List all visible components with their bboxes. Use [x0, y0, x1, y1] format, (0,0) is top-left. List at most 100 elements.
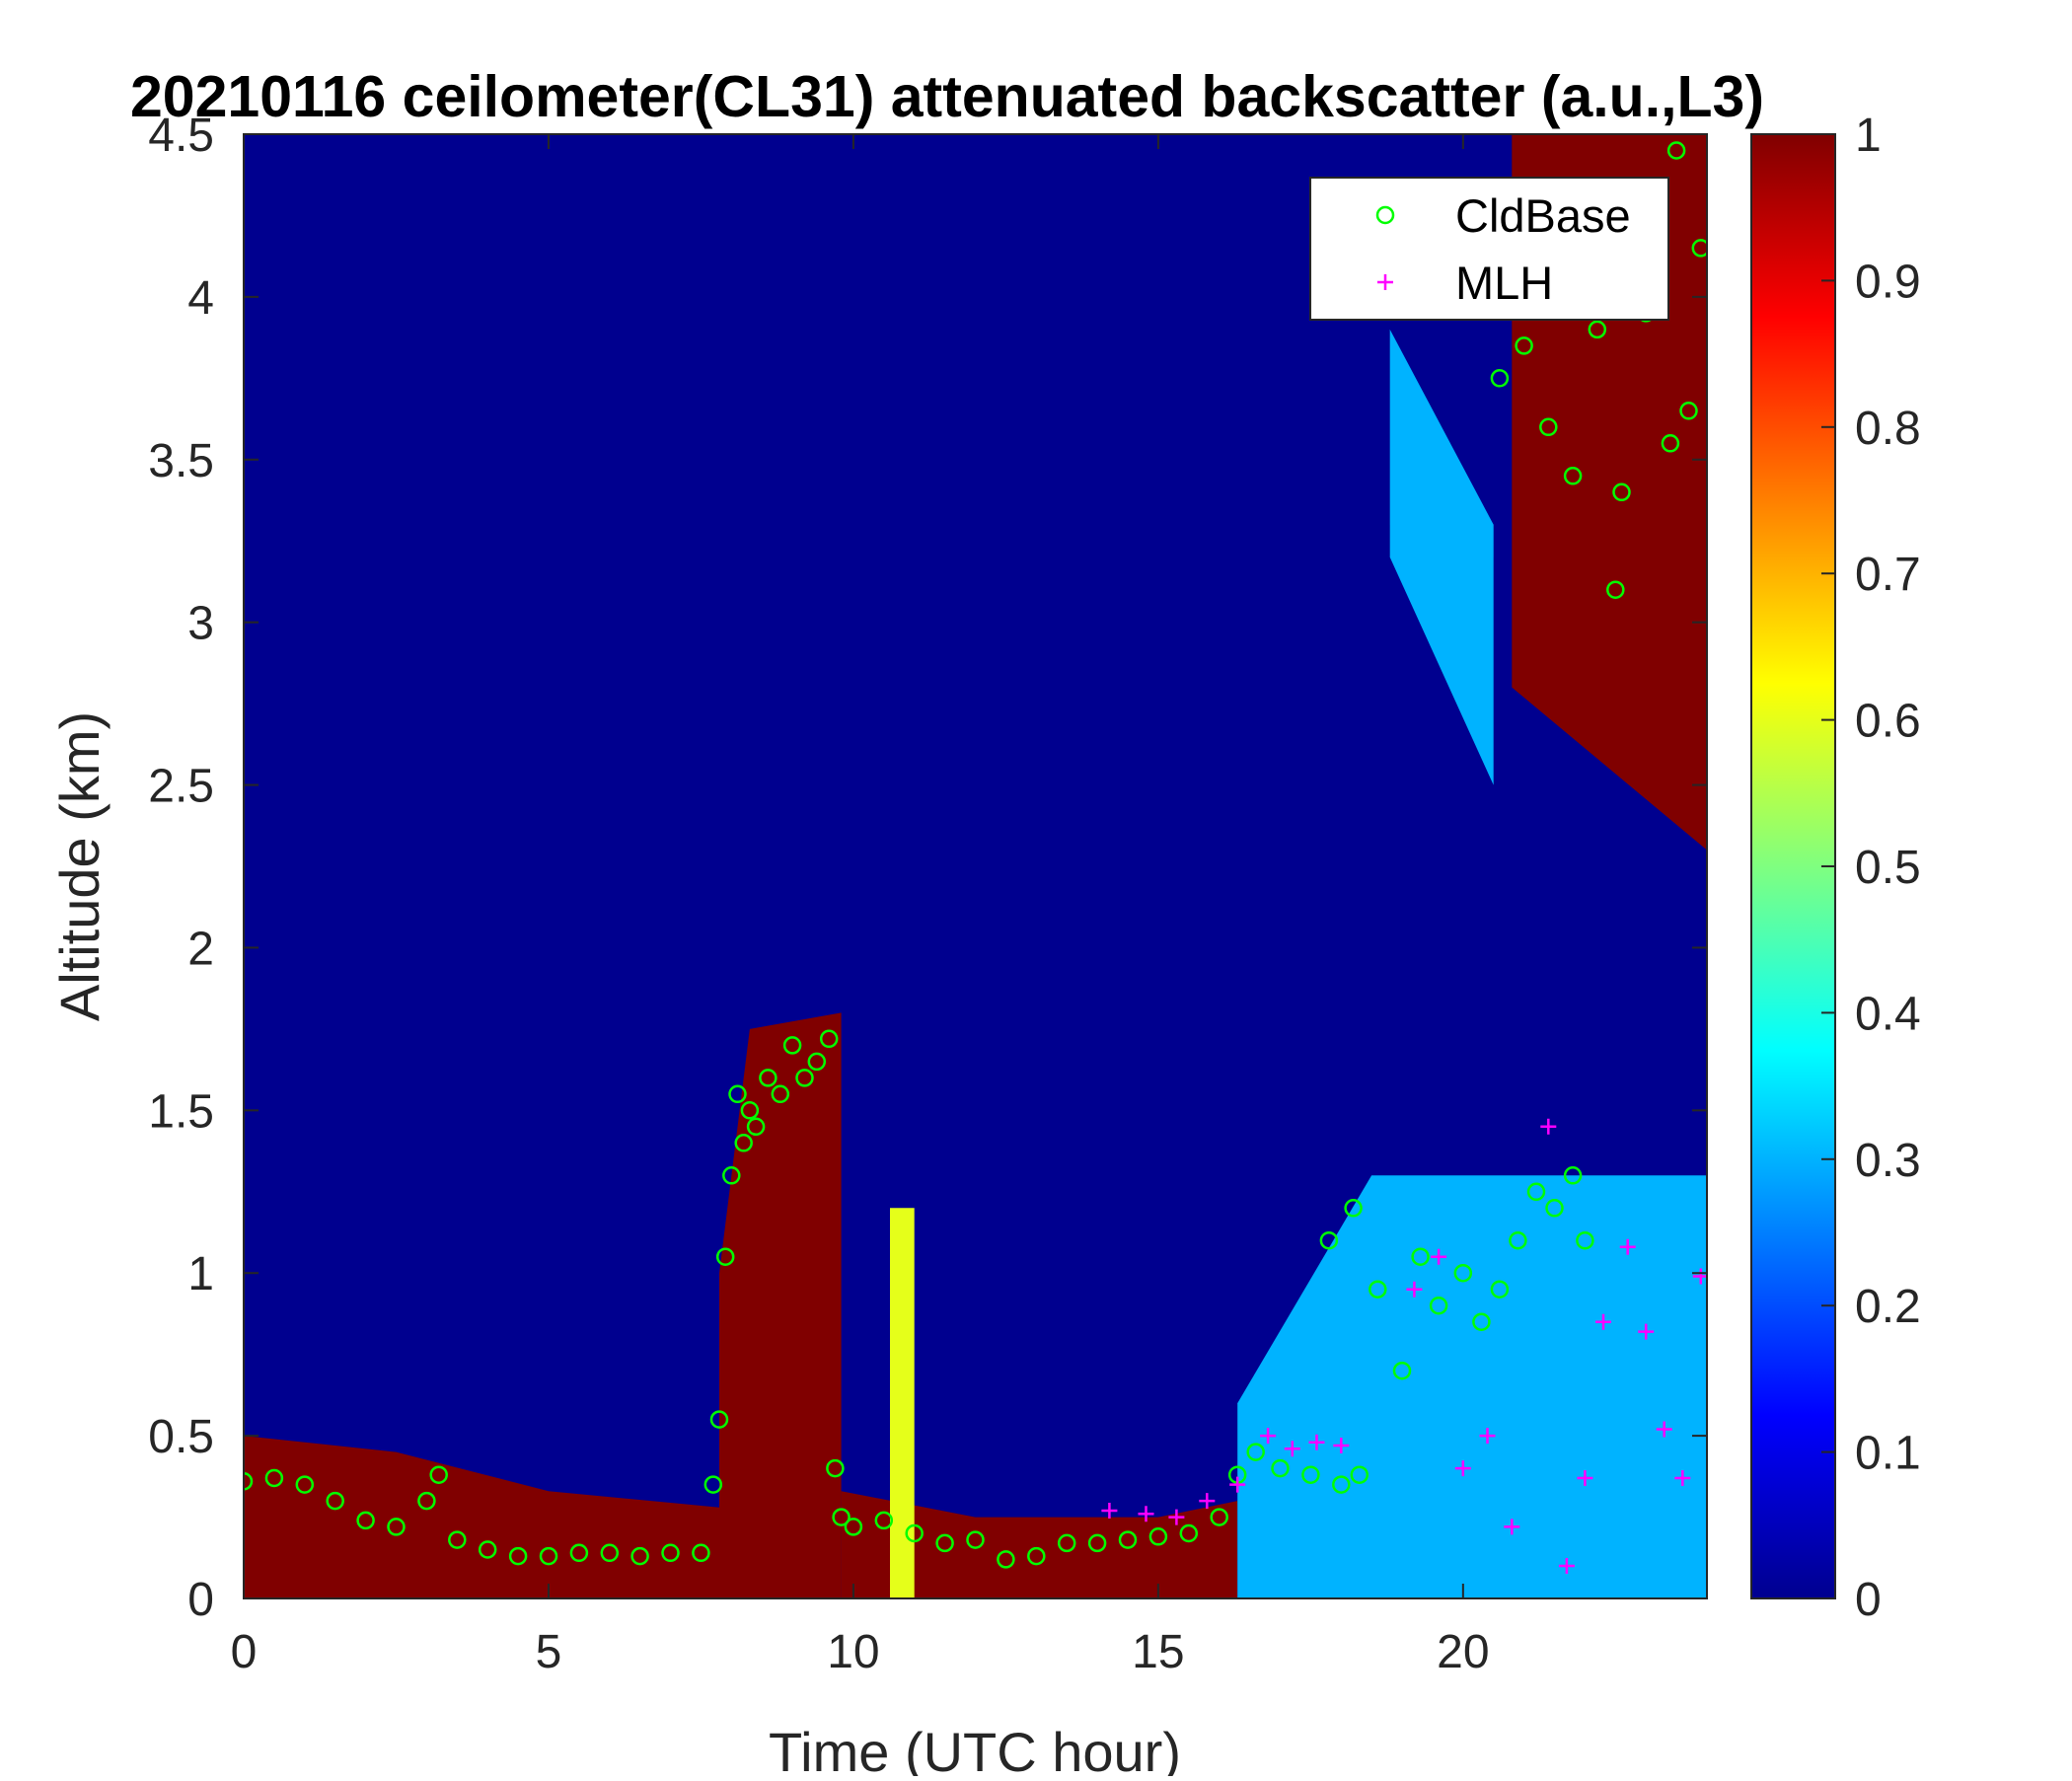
mlh-point	[1656, 1421, 1672, 1438]
series-cldbase	[244, 141, 1707, 1569]
cldbase-point	[795, 1069, 814, 1087]
y-tick-label: 1.5	[148, 1085, 214, 1138]
cldbase-point	[1350, 1465, 1369, 1484]
cldbase-point	[1612, 482, 1631, 502]
colorbar-tick-label: 0	[1855, 1574, 1882, 1626]
x-axis-label: Time (UTC hour)	[769, 1721, 1181, 1776]
colorbar-tick-label: 0.4	[1855, 988, 1921, 1040]
y-tick-label: 4	[187, 272, 214, 325]
cldbase-point	[826, 1458, 845, 1478]
cldbase-point	[771, 1084, 790, 1104]
cldbase-point	[1057, 1533, 1076, 1553]
mlh-point	[1308, 1434, 1325, 1450]
cldbase-point	[722, 1166, 741, 1185]
colorbar	[1751, 134, 1835, 1598]
cldbase-point	[1666, 141, 1686, 160]
cldbase-point	[1539, 417, 1558, 437]
mlh-point	[1229, 1476, 1246, 1493]
cldbase-point	[1545, 1199, 1564, 1218]
y-tick-label: 3.5	[148, 435, 214, 487]
cldbase-point	[832, 1508, 851, 1526]
y-axis-label: Altitude (km)	[48, 711, 111, 1021]
cldbase-point	[746, 1117, 766, 1137]
mlh-point	[1638, 1323, 1655, 1340]
colorbar-tick-label: 0.3	[1855, 1135, 1921, 1187]
y-tick-label: 3	[187, 598, 214, 650]
cldbase-point	[1271, 1458, 1290, 1478]
y-tick-label: 4.5	[148, 110, 214, 162]
mlh-point	[1504, 1519, 1520, 1535]
colorbar-tick-label: 0.7	[1855, 549, 1921, 601]
backscatter-region-2	[841, 1491, 1238, 1598]
plot-frame	[243, 133, 1708, 1599]
cldbase-point	[807, 1052, 827, 1072]
mlh-point	[1577, 1470, 1593, 1486]
cldbase-point	[1576, 1230, 1594, 1250]
cldbase-point	[1515, 336, 1533, 355]
mlh-point	[1168, 1509, 1185, 1525]
backscatter-region-6	[1389, 329, 1494, 785]
mlh-point	[1454, 1460, 1471, 1477]
cldbase-point	[966, 1530, 985, 1549]
x-tick-label: 10	[827, 1626, 879, 1678]
cldbase-point	[1411, 1247, 1430, 1266]
cldbase-point	[448, 1530, 467, 1549]
chart-title: 20210116 ceilometer(CL31) attenuated bac…	[130, 64, 1764, 129]
cldbase-point	[539, 1546, 558, 1566]
cldbase-point	[1027, 1546, 1046, 1566]
legend-cldbase-label: CldBase	[1455, 189, 1631, 242]
colorbar-tick-label: 0.5	[1855, 842, 1921, 894]
mlh-point	[1540, 1118, 1557, 1135]
cldbase-point	[844, 1518, 863, 1536]
mlh-point	[1595, 1313, 1611, 1330]
mlh-point	[1406, 1281, 1423, 1298]
colorbar-tick-label: 0.1	[1855, 1428, 1921, 1480]
cldbase-point	[569, 1543, 589, 1563]
cldbase-point	[600, 1543, 620, 1563]
colorbar-tick-label: 0.2	[1855, 1281, 1921, 1333]
mlh-point	[1619, 1238, 1636, 1255]
cldbase-point	[1661, 434, 1680, 453]
cldbase-point	[1344, 1199, 1363, 1218]
cldbase-point	[997, 1550, 1015, 1569]
cldbase-point	[905, 1523, 924, 1543]
cldbase-point	[1526, 1182, 1546, 1202]
mlh-point	[1101, 1503, 1118, 1519]
y-tick-label: 0.5	[148, 1411, 214, 1463]
mlh-point	[1260, 1428, 1277, 1445]
cldbase-point	[734, 1134, 753, 1152]
cldbase-point	[1179, 1523, 1199, 1543]
cldbase-point	[1392, 1361, 1412, 1380]
cldbase-point	[1563, 467, 1583, 485]
cldbase-point	[740, 1101, 760, 1120]
cldbase-point	[661, 1543, 680, 1563]
backscatter-region-3	[890, 1208, 915, 1598]
cldbase-point	[244, 1472, 254, 1491]
x-tick-label: 20	[1437, 1626, 1489, 1678]
cldbase-point	[630, 1546, 649, 1566]
cldbase-point	[1563, 1166, 1583, 1185]
marker-layer	[244, 141, 1707, 1574]
cldbase-point	[295, 1475, 315, 1494]
backscatter-region-4	[1237, 1175, 1707, 1598]
series-mlh	[1101, 1118, 1707, 1574]
colorbar-tick-label: 0.8	[1855, 403, 1921, 455]
cldbase-point	[429, 1465, 448, 1484]
cldbase-point	[935, 1533, 954, 1553]
mlh-point	[1138, 1506, 1154, 1522]
cldbase-point	[1118, 1530, 1138, 1549]
y-axis: 0 0.5 1 1.5 2 2.5 3 3.5 4 4.5	[148, 110, 1707, 1626]
cldbase-point	[728, 1084, 747, 1104]
legend-cldbase-marker	[1375, 205, 1395, 225]
cldbase-point	[709, 1410, 729, 1429]
y-tick-label: 0	[187, 1574, 214, 1626]
cldbase-point	[1691, 239, 1707, 258]
cldbase-point	[1606, 580, 1625, 599]
colorbar-tick-label: 0.6	[1855, 696, 1921, 748]
x-axis: 0 5 10 15 20	[231, 134, 1490, 1678]
x-tick-label: 15	[1132, 1626, 1184, 1678]
cldbase-point	[417, 1491, 436, 1511]
cldbase-point	[1210, 1508, 1228, 1526]
cldbase-point	[1319, 1230, 1339, 1250]
